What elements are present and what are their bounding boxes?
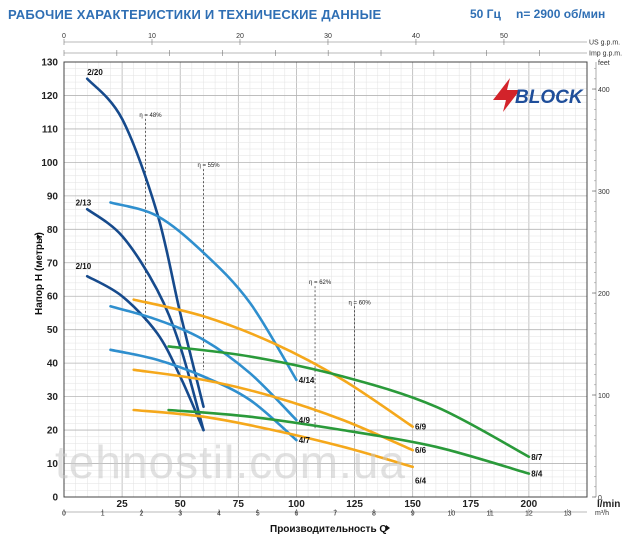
y-tick-label: 60 bbox=[47, 292, 59, 303]
feet-unit-label: feet bbox=[598, 60, 610, 67]
us-gpm-tick-label: 0 bbox=[62, 33, 66, 40]
us-gpm-tick-label: 30 bbox=[324, 33, 332, 40]
y-tick-label: 50 bbox=[47, 325, 59, 336]
y-tick-label: 70 bbox=[47, 258, 59, 269]
series-curves bbox=[85, 77, 531, 475]
series-label-8-7: 8/7 bbox=[531, 453, 543, 462]
efficiency-markers: η = 48% η = 55% η = 62% η = 60% bbox=[139, 113, 371, 437]
m3h-tick-label: 8 bbox=[372, 511, 376, 518]
feet-tick-label: 300 bbox=[598, 189, 610, 196]
plot-frame bbox=[63, 61, 588, 498]
speed-label: n= 2900 об/мин bbox=[516, 7, 606, 21]
series-label-2-20: 2/20 bbox=[87, 68, 103, 77]
chart-header-title: РАБОЧИЕ ХАРАКТЕРИСТИКИ И ТЕХНИЧЕСКИЕ ДАН… bbox=[8, 7, 382, 22]
x-tick-label: 100 bbox=[288, 499, 305, 510]
m3h-tick-label: 6 bbox=[294, 511, 298, 518]
logo-arrow-mark bbox=[493, 78, 520, 112]
y-tick-label: 30 bbox=[47, 392, 59, 403]
series-curve-4-7 bbox=[109, 348, 298, 442]
y-tick-label: 80 bbox=[47, 225, 59, 236]
series-label-6-6: 6/6 bbox=[415, 446, 427, 455]
x-tick-label: 25 bbox=[117, 499, 129, 510]
y-tick-label: 40 bbox=[47, 359, 59, 370]
m3h-tick-label: 7 bbox=[333, 511, 337, 518]
y-tick-label: 130 bbox=[41, 58, 58, 69]
y-tick-label: 120 bbox=[41, 91, 58, 102]
series-label-8-4: 8/4 bbox=[531, 470, 543, 479]
feet-tick-label: 200 bbox=[598, 291, 610, 298]
frequency-label: 50 Гц bbox=[470, 7, 501, 21]
m3h-tick-label: 2 bbox=[140, 511, 144, 518]
series-label-4-7: 4/7 bbox=[299, 436, 311, 445]
x-tick-label: 50 bbox=[175, 499, 187, 510]
x-unit-label: l/min bbox=[597, 499, 620, 510]
series-curve-2-10 bbox=[85, 274, 205, 432]
logo-text: BLOCK bbox=[515, 87, 584, 108]
feet-tick-label: 0 bbox=[598, 495, 602, 502]
x-tick-label: 75 bbox=[233, 499, 245, 510]
y-tick-label: 20 bbox=[47, 426, 59, 437]
series-curve-8-7 bbox=[167, 345, 531, 459]
block-logo: BLOCK bbox=[493, 78, 584, 112]
m3h-tick-label: 1 bbox=[101, 511, 105, 518]
us-gpm-tick-label: 40 bbox=[412, 33, 420, 40]
us-gpm-tick-label: 10 bbox=[148, 33, 156, 40]
series-label-4-14: 4/14 bbox=[299, 376, 315, 385]
us-gpm-tick-label: 50 bbox=[500, 33, 508, 40]
us-gpm-tick-label: 20 bbox=[236, 33, 244, 40]
y-axis-title: Напор H (метры) bbox=[34, 232, 45, 315]
m3h-tick-label: 11 bbox=[487, 511, 494, 518]
feet-tick-label: 400 bbox=[598, 87, 610, 94]
y-tick-label: 10 bbox=[47, 459, 59, 470]
y-axis-arrow bbox=[37, 234, 41, 240]
x-tick-label: 175 bbox=[462, 499, 479, 510]
x-tick-label: 125 bbox=[346, 499, 363, 510]
series-label-6-9: 6/9 bbox=[415, 423, 427, 432]
x-tick-label: 150 bbox=[404, 499, 421, 510]
efficiency-label: η = 48% bbox=[139, 113, 162, 119]
y-tick-label: 0 bbox=[52, 493, 58, 504]
series-curve-6-4 bbox=[132, 408, 414, 469]
series-curve-2-20 bbox=[85, 77, 205, 408]
m3h-tick-label: 12 bbox=[525, 511, 533, 518]
efficiency-label: η = 60% bbox=[349, 300, 372, 306]
series-curve-6-9 bbox=[132, 298, 414, 428]
m3h-unit-label: m³/h bbox=[595, 510, 609, 517]
series-curve-4-14 bbox=[109, 201, 298, 382]
series-label-6-4: 6/4 bbox=[415, 476, 427, 485]
series-curve-2-13 bbox=[85, 207, 205, 432]
m3h-tick-label: 13 bbox=[564, 511, 572, 518]
us-gpm-unit-label: US g.p.m. bbox=[589, 40, 620, 47]
x-tick-label: 200 bbox=[521, 499, 538, 510]
series-label-2-13: 2/13 bbox=[76, 199, 92, 208]
series-curve-4-9 bbox=[109, 305, 298, 422]
m3h-tick-label: 3 bbox=[178, 511, 182, 518]
series-label-4-9: 4/9 bbox=[299, 416, 311, 425]
y-tick-label: 100 bbox=[41, 158, 58, 169]
feet-tick-label: 100 bbox=[598, 393, 610, 400]
efficiency-label: η = 62% bbox=[309, 280, 332, 286]
series-curve-6-6 bbox=[132, 368, 414, 452]
imp-gpm-unit-label: Imp g.p.m. bbox=[589, 51, 622, 58]
y-tick-label: 90 bbox=[47, 191, 59, 202]
series-curve-8-4 bbox=[167, 408, 531, 475]
m3h-tick-label: 5 bbox=[256, 511, 260, 518]
series-label-2-10: 2/10 bbox=[76, 262, 92, 271]
grid bbox=[64, 62, 587, 497]
watermark-text: tehnostil.com.ua bbox=[55, 436, 406, 488]
m3h-tick-label: 4 bbox=[217, 511, 221, 518]
m3h-tick-label: 0 bbox=[62, 511, 66, 518]
efficiency-label: η = 55% bbox=[197, 163, 220, 169]
x-axis-title: Производительность Q bbox=[270, 524, 387, 535]
y-tick-label: 110 bbox=[42, 124, 59, 135]
x-axis-arrow bbox=[386, 525, 390, 531]
series-labels: 2/20 2/13 2/10 4/14 4/9 4/7 6/9 6/6 6/4 8/7 8/4 bbox=[76, 68, 543, 485]
m3h-tick-label: 9 bbox=[411, 511, 415, 518]
m3h-tick-label: 10 bbox=[448, 511, 456, 518]
